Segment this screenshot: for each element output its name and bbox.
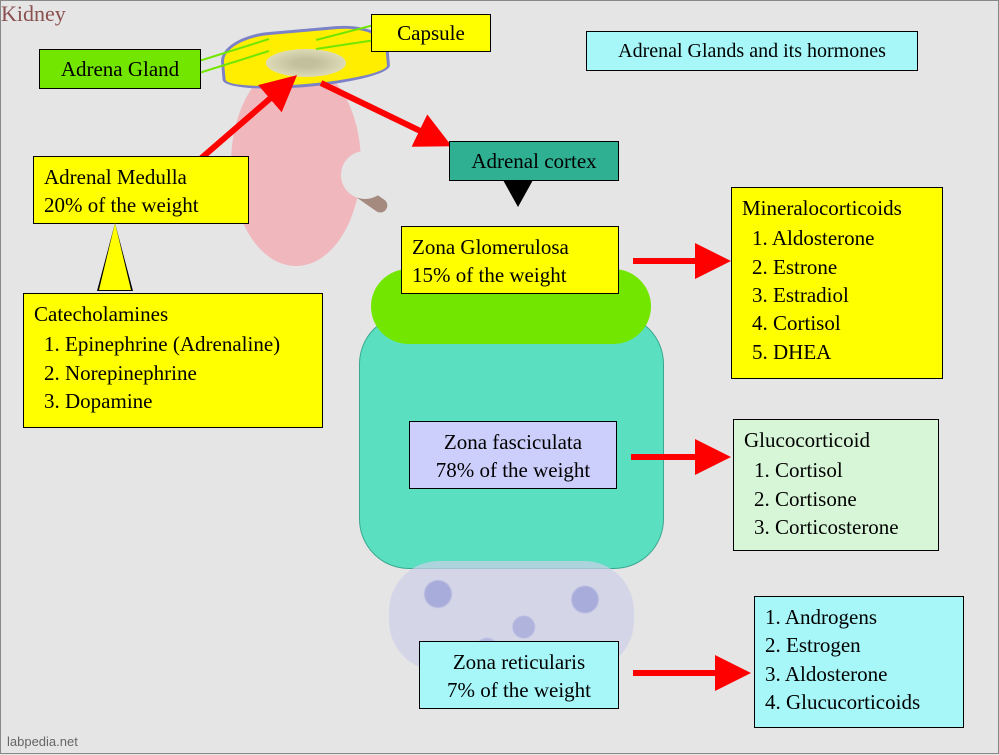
list-item: 2. Estrone: [752, 253, 932, 281]
medulla-label: Adrenal Medulla 20% of the weight: [33, 156, 249, 224]
list-item: 4. Glucucorticoids: [765, 688, 953, 716]
diagram-canvas: Adrenal Glands and its hormones Capsule …: [0, 0, 999, 754]
cortex-callout-tail-border: [503, 180, 533, 207]
capsule-label: Capsule: [371, 14, 491, 52]
list-item: 1. Epinephrine (Adrenaline): [44, 330, 312, 358]
list-item: 3. Estradiol: [752, 281, 932, 309]
zona-glomerulosa-label: Zona Glomerulosa 15% of the weight: [401, 226, 619, 294]
title-box: Adrenal Glands and its hormones: [586, 31, 918, 71]
capsule-text: Capsule: [397, 19, 465, 47]
zr-line1: Zona reticularis: [430, 648, 608, 676]
zona-reticularis-label: Zona reticularis 7% of the weight: [419, 641, 619, 709]
list-item: 2. Norepinephrine: [44, 359, 312, 387]
catecholamines-title: Catecholamines: [34, 300, 312, 328]
zona-fasciculata-label: Zona fasciculata 78% of the weight: [409, 421, 617, 489]
catecholamines-list: 1. Epinephrine (Adrenaline) 2. Norepinep…: [44, 330, 312, 415]
zg-line2: 15% of the weight: [412, 261, 608, 289]
list-item: 2. Cortisone: [754, 485, 928, 513]
kidney-shape: [231, 61, 361, 266]
zr-line2: 7% of the weight: [430, 676, 608, 704]
medulla-line2: 20% of the weight: [44, 191, 238, 219]
list-item: 1. Cortisol: [754, 456, 928, 484]
list-item: 1. Aldosterone: [752, 224, 932, 252]
mineralocorticoids-list: 1. Aldosterone 2. Estrone 3. Estradiol 4…: [752, 224, 932, 366]
list-item: 1. Androgens: [765, 603, 953, 631]
zf-line2: 78% of the weight: [420, 456, 606, 484]
list-item: 3. Corticosterone: [754, 513, 928, 541]
list-item: 3. Aldosterone: [765, 660, 953, 688]
mineralocorticoids-title: Mineralocorticoids: [742, 194, 932, 222]
zf-line1: Zona fasciculata: [420, 428, 606, 456]
medulla-tail: [99, 223, 131, 290]
kidney-notch: [341, 151, 389, 199]
glucocorticoid-list: 1. Cortisol 2. Cortisone 3. Corticostero…: [754, 456, 928, 541]
adrenal-medulla-shape: [266, 49, 346, 77]
catecholamines-box: Catecholamines 1. Epinephrine (Adrenalin…: [23, 293, 323, 428]
list-item: 4. Cortisol: [752, 309, 932, 337]
zg-line1: Zona Glomerulosa: [412, 233, 608, 261]
adrenal-gland-text: Adrena Gland: [61, 55, 179, 83]
kidney-label-text: Kidney: [1, 1, 66, 26]
list-item: 3. Dopamine: [44, 387, 312, 415]
mineralocorticoids-box: Mineralocorticoids 1. Aldosterone 2. Est…: [731, 187, 943, 379]
kidney-label: Kidney: [1, 1, 998, 27]
adrenal-cortex-text: Adrenal cortex: [471, 147, 596, 175]
title-text: Adrenal Glands and its hormones: [618, 38, 886, 65]
adrenal-gland-label: Adrena Gland: [39, 49, 201, 89]
list-item: 5. DHEA: [752, 338, 932, 366]
glucocorticoid-box: Glucocorticoid 1. Cortisol 2. Cortisone …: [733, 419, 939, 551]
medulla-line1: Adrenal Medulla: [44, 163, 238, 191]
glucocorticoid-title: Glucocorticoid: [744, 426, 928, 454]
reticularis-hormones-box: 1. Androgens 2. Estrogen 3. Aldosterone …: [754, 596, 964, 728]
adrenal-cortex-label: Adrenal cortex: [449, 141, 619, 181]
watermark: labpedia.net: [7, 734, 78, 749]
list-item: 2. Estrogen: [765, 631, 953, 659]
